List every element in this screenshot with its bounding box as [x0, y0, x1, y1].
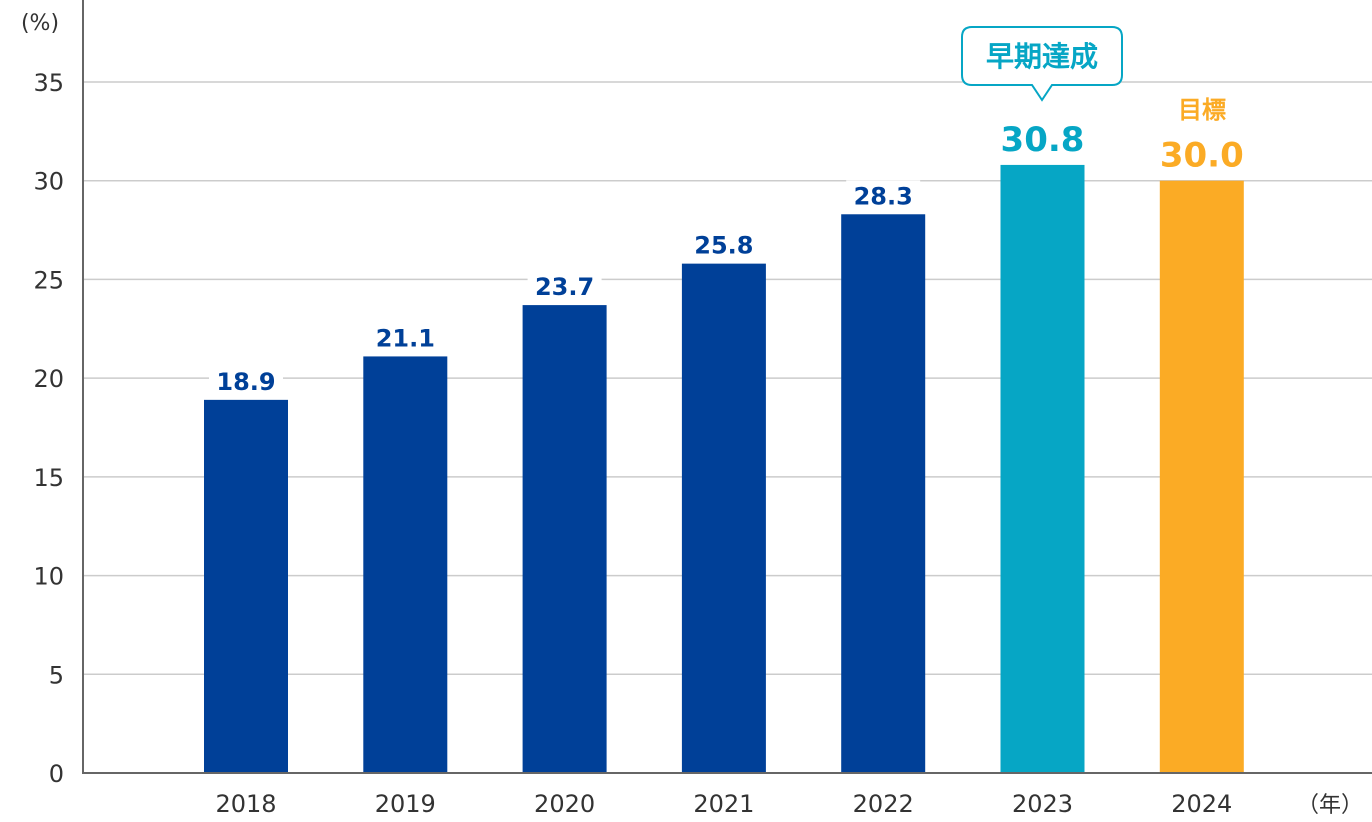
data-label: 30.8 [1001, 120, 1085, 160]
data-label: 21.1 [376, 324, 435, 352]
y-tick-label: 35 [33, 69, 64, 97]
bar-2024 [1159, 180, 1244, 773]
data-label-background [527, 271, 602, 304]
bar-2020 [522, 305, 607, 773]
y-unit-label: (%) [21, 11, 59, 36]
data-label-background [846, 180, 921, 213]
target-note-label: 目標 [1178, 96, 1226, 124]
y-tick-label: 15 [33, 464, 64, 492]
data-label-background [209, 365, 283, 398]
callout-early-achievement: 早期達成 [961, 26, 1123, 102]
data-label-background [686, 229, 761, 262]
bars [204, 164, 1244, 774]
y-tick-label: 30 [33, 168, 64, 196]
data-label: 28.3 [854, 182, 913, 210]
x-tick-label: 2018 [215, 790, 276, 818]
data-label: 23.7 [535, 273, 594, 301]
data-label: 18.9 [216, 368, 275, 396]
y-tick-label: 20 [33, 365, 64, 393]
y-tick-label: 25 [33, 266, 64, 294]
bar-2021 [681, 263, 766, 773]
bar-2023 [1000, 164, 1085, 774]
x-tick-label: 2021 [693, 790, 754, 818]
x-tick-label: 2020 [534, 790, 595, 818]
x-tick-labels: 2018 2019 2020 2021 2022 2023 2024 [215, 790, 1232, 818]
data-label: 25.8 [694, 232, 753, 260]
callout-bubble [961, 26, 1123, 102]
bar-2018 [204, 399, 288, 773]
axes [82, 0, 1372, 774]
callout-text: 早期達成 [986, 40, 1098, 73]
y-tick-label: 0 [49, 760, 64, 788]
x-tick-label: 2023 [1012, 790, 1073, 818]
x-tick-label: 2024 [1171, 790, 1232, 818]
x-unit-label: （年） [1297, 793, 1363, 818]
x-tick-label: 2019 [375, 790, 436, 818]
bar-2019 [363, 356, 448, 773]
bar-2022 [841, 214, 926, 773]
data-labels: 18.9 21.1 23.7 25.8 28.3 30.8 30.0 [209, 120, 1244, 398]
y-tick-labels: 0 5 10 15 20 25 30 35 [33, 69, 64, 788]
x-tick-label: 2022 [853, 790, 914, 818]
y-tick-label: 10 [33, 563, 64, 591]
data-label-background [368, 322, 443, 355]
y-tick-label: 5 [49, 661, 64, 689]
data-label: 30.0 [1160, 136, 1244, 176]
